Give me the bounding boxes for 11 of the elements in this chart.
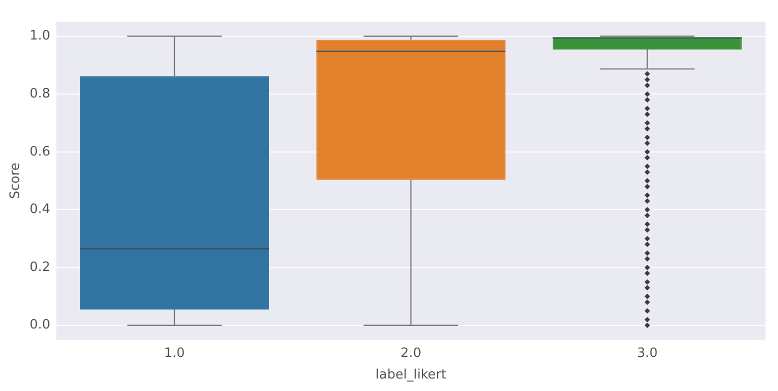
x-tick-label: 1.0 [164, 346, 185, 361]
x-axis-title: label_likert [376, 368, 446, 383]
y-tick-label: 1.0 [30, 28, 50, 44]
y-tick-label: 0.0 [30, 318, 50, 333]
y-tick-label: 0.2 [30, 260, 50, 275]
y-tick-label: 0.8 [30, 86, 50, 102]
y-tick-label: 0.6 [30, 144, 50, 160]
y-tick-label: 0.4 [30, 202, 50, 218]
y-axis-title: Score [8, 162, 24, 200]
x-tick-label: 2.0 [400, 346, 422, 361]
x-tick-label: 3.0 [636, 346, 658, 361]
